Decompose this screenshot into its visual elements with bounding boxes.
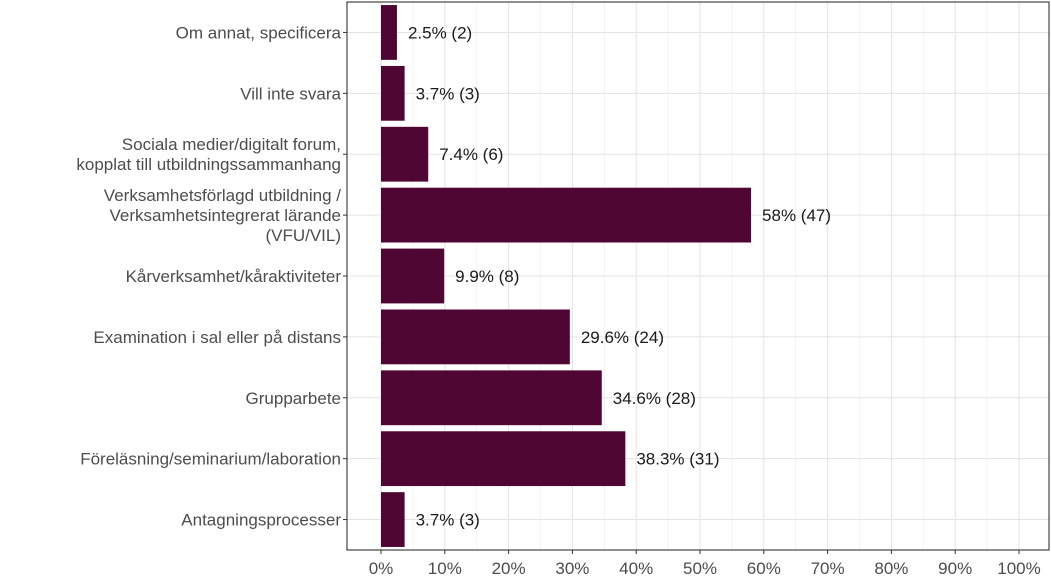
category-label-line: Examination i sal eller på distans: [93, 328, 341, 347]
bar: [381, 187, 752, 243]
x-tick-label: 0%: [369, 559, 394, 578]
x-tick-label: 10%: [428, 559, 462, 578]
bar: [381, 5, 397, 60]
category-label: Vill inte svara: [240, 84, 341, 103]
bar: [381, 309, 570, 365]
category-label-line: Verksamhetsintegrerat lärande: [109, 206, 341, 225]
x-tick-label: 50%: [683, 559, 717, 578]
x-tick-label: 20%: [492, 559, 526, 578]
category-label-line: Vill inte svara: [240, 84, 341, 103]
bar: [381, 431, 626, 487]
data-label: 9.9% (8): [455, 267, 519, 286]
category-label: Antagningsprocesser: [181, 511, 341, 530]
category-label-line: Sociala medier/digitalt forum,: [122, 135, 341, 154]
category-label-line: Kårverksamhet/kåraktiviteter: [126, 267, 342, 286]
data-label: 2.5% (2): [408, 23, 472, 42]
data-label: 34.6% (28): [613, 389, 696, 408]
x-tick-label: 40%: [619, 559, 653, 578]
data-label: 58% (47): [762, 206, 831, 225]
category-label: Sociala medier/digitalt forum, kopplat ti…: [76, 135, 341, 174]
category-label-line: (VFU/VIL): [265, 226, 341, 245]
bar: [381, 492, 405, 547]
data-label: 38.3% (31): [636, 450, 719, 469]
category-label-line: Grupparbete: [246, 389, 341, 408]
x-tick-label: 30%: [555, 559, 589, 578]
bar: [381, 248, 445, 304]
bar: [381, 370, 602, 426]
x-tick-label: 60%: [747, 559, 781, 578]
x-tick-label: 80%: [874, 559, 908, 578]
x-tick-label: 100%: [997, 559, 1040, 578]
category-label: Grupparbete: [246, 389, 341, 408]
category-label-line: Verksamhetsförlagd utbildning /: [104, 186, 341, 205]
x-tick-label: 70%: [811, 559, 845, 578]
data-label: 7.4% (6): [439, 145, 503, 164]
data-label: 29.6% (24): [581, 328, 664, 347]
category-label-line: Om annat, specificera: [176, 23, 342, 42]
category-label: Föreläsning/seminarium/laboration: [80, 450, 341, 469]
bar: [381, 126, 429, 182]
data-label: 3.7% (3): [416, 84, 480, 103]
category-label: Om annat, specificera: [176, 23, 342, 42]
bar: [381, 65, 405, 121]
x-tick-label: 90%: [938, 559, 972, 578]
category-label-line: Antagningsprocesser: [181, 511, 341, 530]
category-label-line: kopplat till utbildningssammanhang: [76, 155, 341, 174]
category-label-line: Föreläsning/seminarium/laboration: [80, 450, 341, 469]
category-label: Kårverksamhet/kåraktiviteter: [126, 267, 342, 286]
data-label: 3.7% (3): [416, 511, 480, 530]
category-label: Verksamhetsförlagd utbildning / Verksamhe…: [104, 186, 341, 245]
category-label: Examination i sal eller på distans: [93, 328, 341, 347]
